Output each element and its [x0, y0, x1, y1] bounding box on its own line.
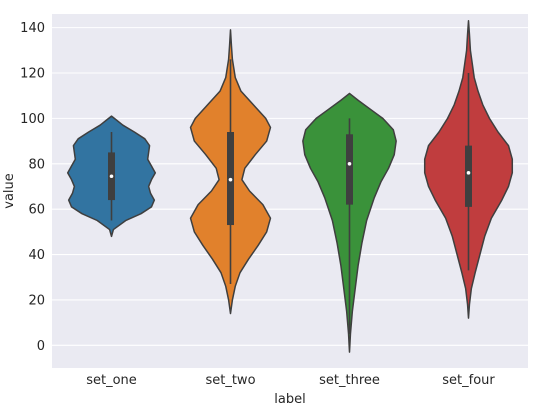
y-tick-label: 40 [28, 248, 45, 263]
violin-set_two [189, 29, 272, 315]
y-tick-label: 140 [20, 21, 45, 36]
y-tick-label: 120 [20, 67, 45, 82]
median-marker [347, 161, 352, 166]
violin-set_three [302, 92, 397, 353]
y-tick-label: 60 [28, 203, 45, 218]
x-axis-label: label [274, 392, 305, 407]
y-tick-label: 100 [20, 112, 45, 127]
violin-set_four [423, 20, 514, 319]
y-axis: 0 20 40 60 80 100 120 140 [20, 21, 45, 354]
iqr-box [465, 145, 472, 207]
median-marker [109, 174, 114, 179]
x-tick-label: set_two [205, 373, 255, 388]
violin-set_one [66, 115, 157, 238]
x-axis: set_one set_two set_three set_four [86, 373, 495, 388]
x-tick-label: set_one [86, 373, 137, 388]
y-tick-label: 0 [37, 339, 45, 354]
y-tick-label: 80 [28, 157, 45, 172]
y-tick-label: 20 [28, 293, 45, 308]
y-axis-label: value [2, 173, 17, 209]
x-tick-label: set_three [319, 373, 380, 388]
median-marker [228, 177, 233, 182]
iqr-box [346, 134, 353, 205]
median-marker [466, 171, 471, 175]
violins [66, 20, 514, 353]
x-tick-label: set_four [442, 373, 495, 388]
